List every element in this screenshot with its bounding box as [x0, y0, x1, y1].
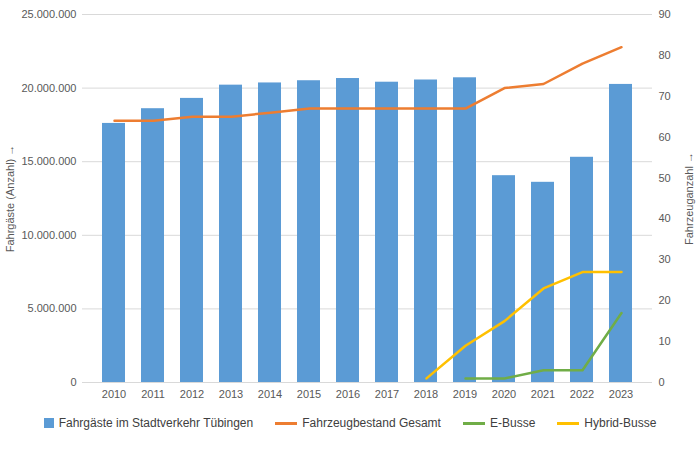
svg-text:2013: 2013 [219, 388, 243, 400]
svg-text:60: 60 [659, 131, 671, 143]
svg-text:20.000.000: 20.000.000 [21, 82, 76, 94]
svg-text:2015: 2015 [297, 388, 321, 400]
svg-text:2022: 2022 [570, 388, 594, 400]
svg-text:2012: 2012 [180, 388, 204, 400]
svg-text:2023: 2023 [609, 388, 633, 400]
svg-text:90: 90 [659, 8, 671, 20]
svg-text:Fahrzeuganzahl →: Fahrzeuganzahl → [683, 152, 695, 245]
svg-text:25.000.000: 25.000.000 [21, 8, 76, 20]
svg-text:20: 20 [659, 294, 671, 306]
svg-text:2016: 2016 [336, 388, 360, 400]
svg-text:50: 50 [659, 172, 671, 184]
svg-text:10: 10 [659, 335, 671, 347]
svg-text:2021: 2021 [531, 388, 555, 400]
svg-text:2017: 2017 [375, 388, 399, 400]
html-text:Fahrzeugbestand Gesamt: Fahrzeugbestand Gesamt [302, 416, 441, 430]
html-text:E-Busse: E-Busse [490, 416, 536, 430]
svg-text:40: 40 [659, 212, 671, 224]
svg-text:30: 30 [659, 253, 671, 265]
svg-text:2011: 2011 [141, 388, 165, 400]
html-text:Fahrgäste im Stadtverkehr Tübi: Fahrgäste im Stadtverkehr Tübingen [58, 416, 254, 430]
svg-text:2014: 2014 [258, 388, 282, 400]
svg-text:10.000.000: 10.000.000 [21, 229, 76, 241]
html-text:Hybrid-Busse: Hybrid-Busse [584, 416, 657, 430]
svg-text:80: 80 [659, 49, 671, 61]
svg-text:0: 0 [70, 376, 76, 388]
svg-text:15.000.000: 15.000.000 [21, 155, 76, 167]
svg-text:Fahrgäste (Anzahl) →: Fahrgäste (Anzahl) → [4, 145, 16, 253]
svg-text:2020: 2020 [492, 388, 516, 400]
svg-text:2010: 2010 [102, 388, 126, 400]
svg-text:0: 0 [659, 376, 665, 388]
svg-text:70: 70 [659, 90, 671, 102]
svg-text:5.000.000: 5.000.000 [28, 302, 77, 314]
svg-text:2019: 2019 [453, 388, 477, 400]
svg-text:2018: 2018 [414, 388, 438, 400]
